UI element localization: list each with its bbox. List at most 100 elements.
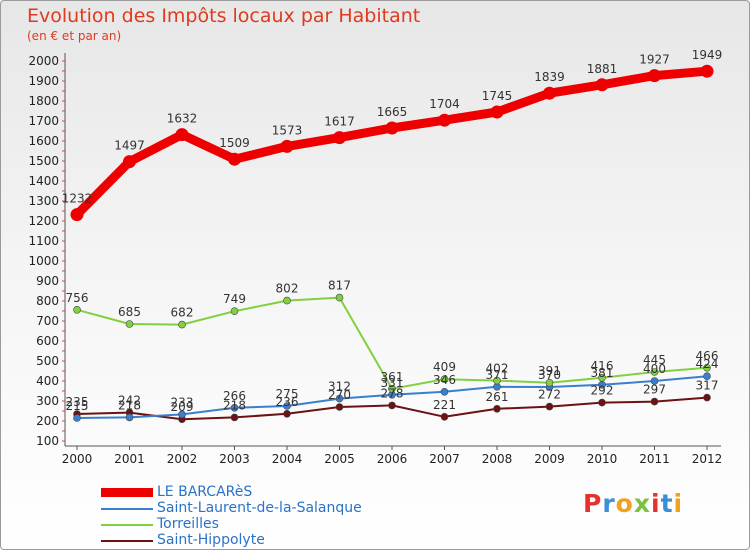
legend-label: Saint-Laurent-de-la-Salanque [157,500,362,516]
y-tick-label: 1800 [28,94,59,108]
data-label: 400 [643,362,666,376]
data-label: 682 [171,306,194,320]
chart-subtitle: (en € et par an) [27,29,122,43]
legend-swatch [101,540,153,542]
data-label: 236 [276,395,299,409]
logo-letter: i [673,489,684,518]
y-tick-label: 800 [36,294,59,308]
data-label: 416 [591,359,614,373]
data-label: 1232 [62,192,93,206]
data-label: 685 [118,305,141,319]
data-point [178,320,186,329]
y-tick-label: 2000 [28,54,59,68]
data-point [703,372,711,381]
data-point [493,404,501,413]
logo-letter: x [633,489,651,518]
data-label: 292 [591,384,614,398]
y-tick-label: 400 [36,374,59,388]
x-tick-label: 2007 [429,452,460,466]
data-label: 1617 [324,115,355,129]
data-point [123,155,136,169]
data-point [545,378,554,387]
data-point [125,413,134,422]
logo-letter: P [583,489,603,518]
y-tick-label: 100 [36,434,59,448]
data-label: 1497 [114,139,145,153]
data-point [650,377,659,385]
data-point [333,131,346,145]
data-point [440,412,449,421]
x-tick-label: 2010 [587,452,618,466]
data-point [230,413,239,422]
data-label: 802 [276,282,299,296]
y-tick-label: 500 [36,354,59,368]
data-label: 1509 [219,136,250,150]
data-label: 1839 [534,70,565,84]
x-tick-label: 2008 [482,452,513,466]
x-tick-label: 2002 [167,452,198,466]
data-point [388,401,396,410]
data-label: 370 [538,368,561,382]
data-label: 466 [696,349,719,363]
data-label: 1745 [482,89,513,103]
data-label: 1704 [429,97,460,111]
x-tick-label: 2001 [114,452,145,466]
y-tick-label: 1300 [28,194,59,208]
y-tick-label: 1100 [28,234,59,248]
data-label: 317 [696,379,719,393]
y-tick-label: 1600 [28,134,59,148]
data-point [283,409,291,418]
y-tick-label: 1900 [28,74,59,88]
data-point [598,373,606,382]
data-point [543,86,556,100]
data-point [280,139,294,153]
data-label: 218 [223,398,246,412]
legend-swatch [101,524,153,526]
data-point [650,368,659,376]
data-label: 221 [433,398,456,412]
data-label: 1632 [167,112,198,126]
y-tick-label: 200 [36,414,59,428]
data-point [440,387,449,396]
data-point [490,105,504,119]
x-tick-label: 2011 [639,452,670,466]
data-point [230,307,239,316]
data-label: 346 [433,373,456,387]
y-tick-label: 700 [36,314,59,328]
data-point [125,320,134,328]
legend-label: Torreilles [157,516,219,532]
y-tick-label: 1400 [28,174,59,188]
data-label: 409 [433,360,456,374]
data-point [595,78,609,92]
data-point [230,403,239,412]
logo-letter: i [651,489,661,518]
data-point [598,398,606,407]
data-label: 381 [591,366,614,380]
data-label: 312 [328,380,351,394]
data-point [440,375,449,384]
data-label: 391 [538,364,561,378]
data-point [178,410,186,419]
x-tick-label: 2009 [534,452,565,466]
data-label: 1665 [377,105,408,119]
logo-letter: r [602,489,616,518]
data-point [385,121,399,135]
data-point [175,128,189,142]
data-label: 371 [486,368,509,382]
proxiti-logo: Proxiti [583,489,683,518]
data-label: 272 [538,388,561,402]
data-label: 817 [328,279,351,293]
data-label: 266 [223,389,246,403]
data-label: 261 [486,390,509,404]
data-label: 402 [486,362,509,376]
legend-swatch [101,508,153,510]
data-point [703,363,711,372]
data-label: 361 [381,370,404,384]
data-label: 1949 [692,48,723,62]
data-point [228,152,241,166]
x-tick-label: 2006 [377,452,408,466]
series-line [72,66,712,220]
y-tick-label: 1000 [28,254,59,268]
data-point [703,393,711,402]
